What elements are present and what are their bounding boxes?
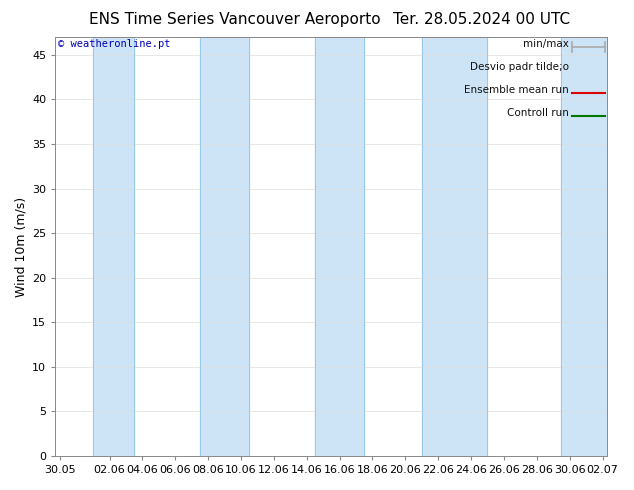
Text: © weatheronline.pt: © weatheronline.pt	[58, 39, 171, 49]
Text: Ter. 28.05.2024 00 UTC: Ter. 28.05.2024 00 UTC	[393, 12, 571, 27]
Text: ENS Time Series Vancouver Aeroporto: ENS Time Series Vancouver Aeroporto	[89, 12, 380, 27]
Bar	[422, 37, 488, 456]
Bar	[93, 37, 134, 456]
Text: Controll run: Controll run	[507, 108, 569, 118]
Bar	[200, 37, 249, 456]
Text: Ensemble mean run: Ensemble mean run	[464, 85, 569, 95]
Bar	[315, 37, 365, 456]
Bar	[572, 63, 605, 77]
Text: min/max: min/max	[523, 39, 569, 49]
Text: Desvio padr tilde;o: Desvio padr tilde;o	[470, 62, 569, 72]
Bar	[562, 37, 619, 456]
Y-axis label: Wind 10m (m/s): Wind 10m (m/s)	[15, 196, 28, 296]
